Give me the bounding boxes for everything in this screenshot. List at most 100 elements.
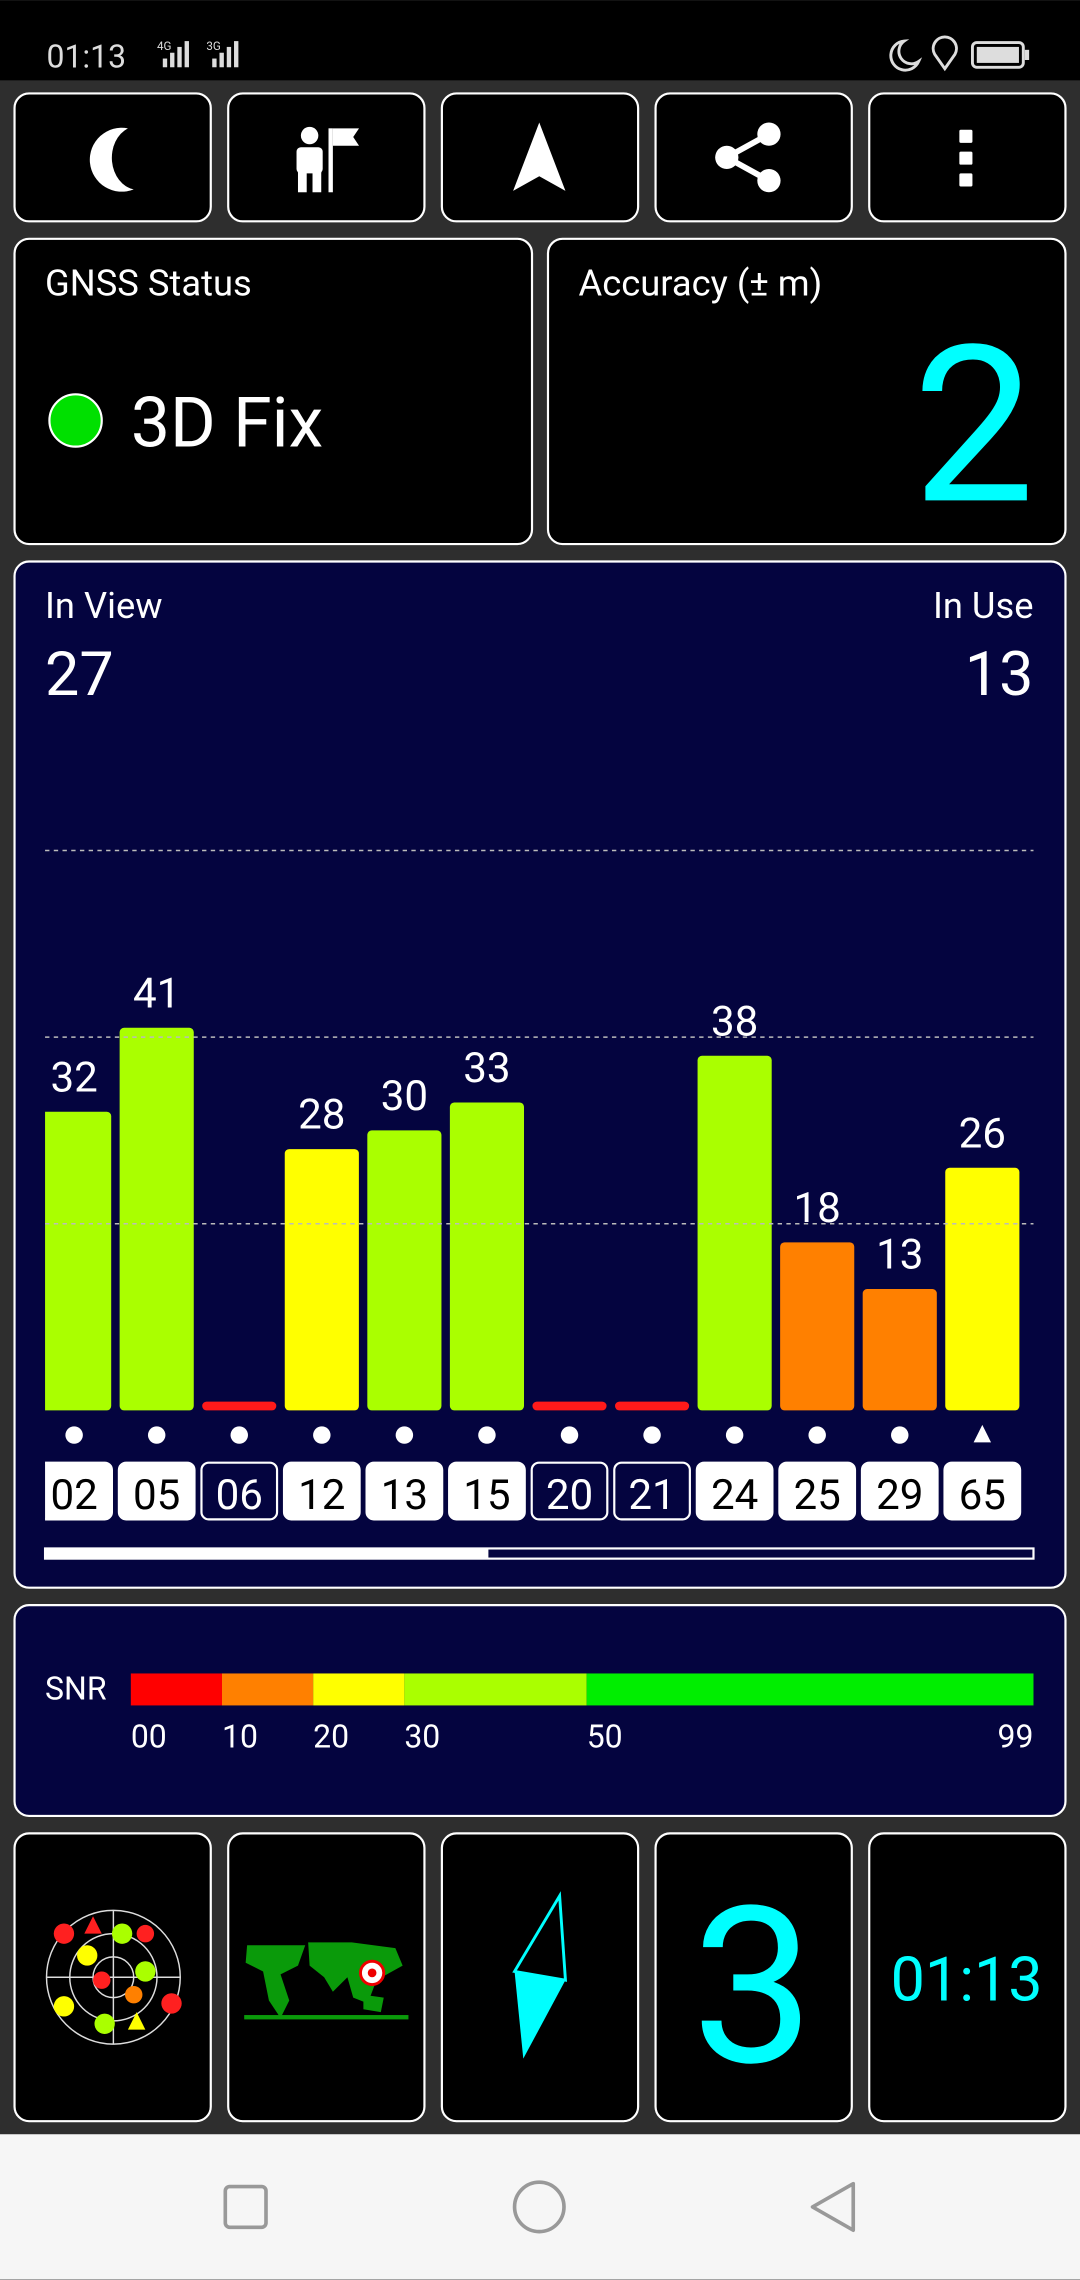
prn-label: 24 (711, 1471, 758, 1520)
marker-dot (230, 1426, 248, 1444)
in-use-value: 13 (965, 638, 1034, 710)
snr-tick-label: 99 (998, 1718, 1034, 1756)
in-view-label: In View (45, 584, 162, 627)
navigation-bar (0, 2134, 1080, 2280)
prn-label: 12 (298, 1471, 345, 1520)
satellites-used-value: 3 (692, 1861, 815, 2116)
bar (45, 1111, 112, 1411)
prn-box (860, 1461, 939, 1521)
snr-tick-label: 50 (587, 1718, 623, 1756)
marker-dot (808, 1426, 826, 1444)
signal-icon (212, 41, 239, 68)
status-time: 01:13 (47, 37, 127, 75)
poi-button[interactable] (227, 92, 426, 223)
marker-dot (65, 1426, 83, 1444)
compass-tile[interactable] (440, 1832, 640, 2123)
fix-value: 3D Fix (131, 383, 323, 465)
snr-segment (221, 1673, 314, 1706)
prn-box (117, 1461, 196, 1521)
dnd-icon (889, 39, 923, 72)
bar (367, 1130, 442, 1411)
prn-box (778, 1461, 857, 1521)
gnss-status-panel (13, 237, 534, 546)
bar (532, 1401, 607, 1411)
prn-label: 13 (381, 1471, 428, 1520)
bar-value-label: 26 (959, 1109, 1006, 1158)
battery-level (976, 46, 1019, 63)
snr-label: SNR (45, 1670, 107, 1708)
bar-value-label: 13 (876, 1231, 923, 1280)
bar (202, 1401, 277, 1411)
prn-label: 65 (959, 1471, 1006, 1520)
map-tile[interactable] (227, 1832, 426, 2123)
marker-dot (560, 1426, 579, 1444)
bar-value-label: 38 (711, 997, 758, 1046)
prn-box (943, 1461, 1022, 1521)
prn-label: 20 (546, 1471, 593, 1520)
marker-dot (478, 1426, 496, 1444)
prn-box (45, 1461, 114, 1521)
prn-box (282, 1461, 361, 1521)
marker-dot (643, 1426, 661, 1444)
clock-value: 01:13 (891, 1944, 1043, 2016)
prn-box (448, 1461, 526, 1521)
snr-panel (13, 1604, 1067, 1817)
night-mode-button[interactable] (13, 92, 212, 223)
scroll-thumb[interactable] (45, 1548, 489, 1559)
bar-value-label: 30 (381, 1072, 428, 1121)
share-button[interactable] (654, 92, 853, 223)
prn-box (530, 1461, 609, 1521)
recents-button[interactable] (223, 2184, 268, 2230)
bar (119, 1027, 194, 1411)
battery-icon (970, 41, 1025, 69)
navigate-button[interactable] (440, 92, 640, 223)
home-button[interactable] (512, 2180, 566, 2234)
signal-icon (162, 41, 189, 68)
panel-title: GNSS Status (45, 261, 252, 304)
accuracy-value: 2 (912, 299, 1035, 554)
prn-box (613, 1461, 691, 1521)
bar (449, 1102, 525, 1411)
panel-title: Accuracy (± m) (579, 261, 823, 304)
snr-segment (130, 1673, 222, 1706)
marker-dot (313, 1426, 331, 1444)
prn-box (695, 1461, 774, 1521)
plot-area: 02 05 06 12 13 15 20 21 24 25 29 65 (45, 1027, 1022, 1521)
prn-label: 21 (628, 1471, 675, 1520)
clock-tile[interactable] (868, 1832, 1067, 2123)
marker-dot (725, 1426, 744, 1444)
bar-value-label: 41 (133, 969, 180, 1018)
network-label: 3G (206, 39, 221, 53)
bar (697, 1055, 772, 1411)
in-use-label: In Use (933, 584, 1034, 627)
snr-tick-label: 30 (404, 1718, 440, 1756)
bar (862, 1289, 937, 1411)
prn-label: 29 (876, 1471, 923, 1520)
prn-label: 05 (133, 1471, 180, 1520)
menu-button[interactable] (868, 92, 1067, 223)
snr-tick-label: 00 (131, 1718, 167, 1756)
prn-box (200, 1461, 279, 1521)
bar-value-label: 28 (298, 1091, 345, 1140)
satellites-used-tile[interactable] (654, 1832, 853, 2123)
battery-tip (1024, 49, 1030, 60)
sky-view-tile[interactable] (13, 1832, 212, 2123)
marker-dot (891, 1426, 909, 1444)
snr-tick-label: 10 (222, 1718, 258, 1756)
prn-label: 02 (50, 1471, 97, 1520)
back-button[interactable] (810, 2181, 856, 2232)
snr-tick-label: 20 (313, 1718, 349, 1756)
location-icon (931, 35, 958, 72)
fix-indicator (48, 393, 103, 448)
prn-label: 15 (463, 1471, 510, 1520)
marker-dot (147, 1426, 166, 1444)
bar (615, 1401, 690, 1411)
snr-segment (313, 1673, 405, 1706)
prn-label: 06 (216, 1471, 263, 1520)
prn-box (365, 1461, 444, 1521)
network-label: 4G (157, 39, 172, 53)
accuracy-panel (546, 237, 1067, 546)
bar (780, 1242, 855, 1411)
marker-dot (395, 1426, 414, 1444)
